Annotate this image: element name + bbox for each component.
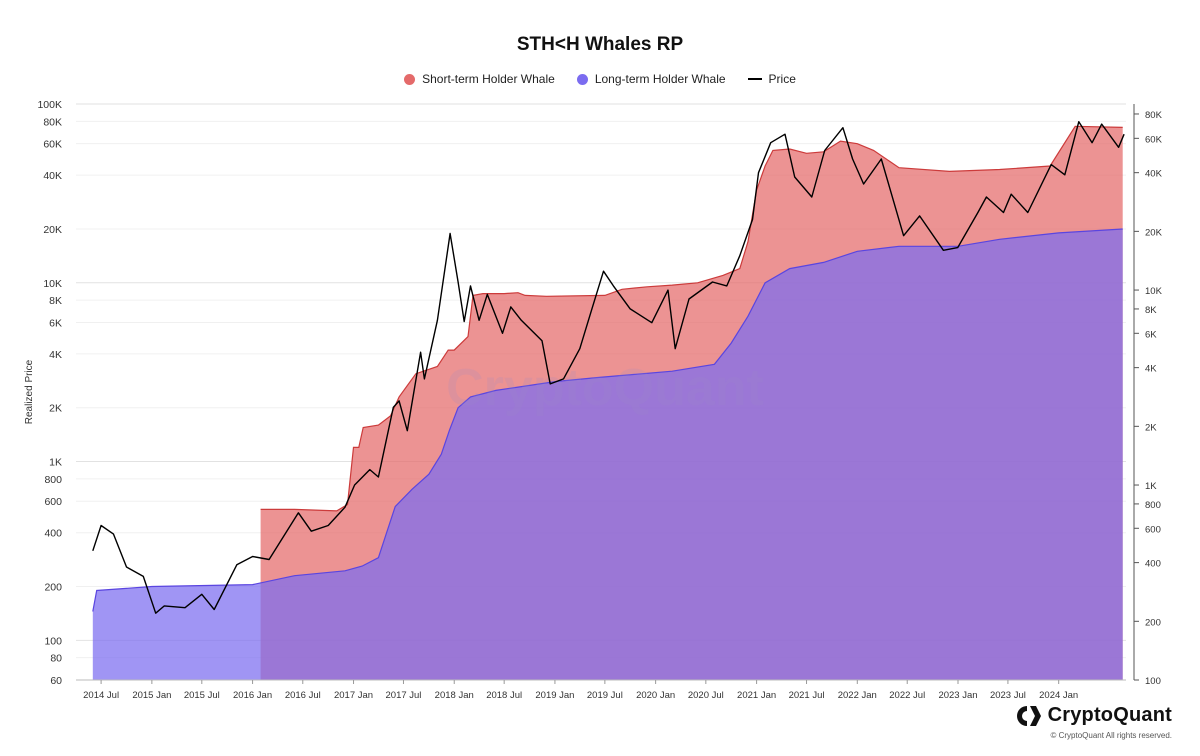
x-tick-label: 2019 Jan bbox=[535, 690, 574, 701]
y-tick-label: 2K bbox=[49, 403, 62, 415]
y-tick-label: 60K bbox=[43, 139, 62, 151]
y-tick-label: 10K bbox=[43, 278, 62, 290]
lth-whale-swatch-icon bbox=[576, 73, 588, 85]
lth-whale-area bbox=[92, 229, 1123, 680]
x-tick-label: 2021 Jan bbox=[737, 690, 776, 701]
y2-tick-label: 6K bbox=[1145, 329, 1157, 340]
price-line-swatch-icon bbox=[747, 78, 762, 80]
x-tick-label: 2015 Jul bbox=[184, 690, 220, 701]
x-tick-label: 2021 Jul bbox=[789, 690, 825, 701]
legend-item-price[interactable]: Price bbox=[747, 72, 796, 86]
y2-tick-label: 80K bbox=[1145, 110, 1163, 121]
y-tick-label: 40K bbox=[43, 170, 62, 182]
x-tick-label: 2024 Jan bbox=[1039, 690, 1078, 701]
x-tick-label: 2023 Jan bbox=[938, 690, 977, 701]
y2-tick-label: 600 bbox=[1145, 524, 1161, 535]
x-tick-label: 2019 Jul bbox=[587, 690, 623, 701]
lth-whale-edge bbox=[92, 228, 1123, 612]
x-tick-label: 2018 Jan bbox=[435, 690, 474, 701]
y-tick-label: 400 bbox=[44, 528, 62, 540]
x-tick-label: 2023 Jul bbox=[990, 690, 1026, 701]
y2-tick-label: 60K bbox=[1145, 134, 1163, 145]
x-tick-label: 2020 Jul bbox=[688, 690, 724, 701]
y2-tick-label: 2K bbox=[1145, 422, 1157, 433]
y2-tick-label: 800 bbox=[1145, 500, 1161, 511]
x-tick-label: 2015 Jan bbox=[132, 690, 171, 701]
y2-tick-label: 1K bbox=[1145, 481, 1157, 492]
y2-tick-label: 20K bbox=[1145, 227, 1163, 238]
legend: Short-term Holder Whale Long-term Holder… bbox=[0, 72, 1200, 86]
sth-whale-edge bbox=[260, 125, 1123, 512]
x-tick-label: 2014 Jul bbox=[83, 690, 119, 701]
y-tick-label: 80 bbox=[50, 653, 62, 665]
x-tick-label: 2016 Jul bbox=[285, 690, 321, 701]
watermark-text: CryptoQuant bbox=[446, 359, 764, 417]
y-tick-label: 8K bbox=[49, 295, 62, 307]
y-tick-label: 60 bbox=[50, 675, 62, 687]
y-axis-label: Realized Price bbox=[24, 359, 35, 424]
y-tick-label: 6K bbox=[49, 317, 62, 329]
x-tick-label: 2017 Jan bbox=[334, 690, 373, 701]
x-tick-label: 2022 Jul bbox=[889, 690, 925, 701]
chart-title: STH<H Whales RP bbox=[516, 34, 684, 55]
x-tick-label: 2018 Jul bbox=[486, 690, 522, 701]
y2-tick-label: 8K bbox=[1145, 305, 1157, 316]
legend-label-sth-whale: Short-term Holder Whale bbox=[422, 72, 555, 86]
brand-logo: CryptoQuant bbox=[1016, 704, 1172, 727]
y-tick-label: 1K bbox=[49, 457, 62, 469]
x-tick-label: 2020 Jan bbox=[636, 690, 675, 701]
sth-whale-swatch-icon bbox=[404, 73, 416, 85]
y2-tick-label: 40K bbox=[1145, 169, 1163, 180]
y2-tick-label: 10K bbox=[1145, 286, 1163, 297]
x-tick-label: 2017 Jul bbox=[386, 690, 422, 701]
legend-label-price: Price bbox=[768, 72, 796, 86]
legend-item-sth-whale[interactable]: Short-term Holder Whale bbox=[404, 72, 555, 86]
x-tick-label: 2022 Jan bbox=[838, 690, 877, 701]
cryptoquant-logo-icon bbox=[1016, 705, 1041, 726]
brand-name: CryptoQuant bbox=[1047, 704, 1172, 726]
y-tick-label: 200 bbox=[44, 582, 62, 594]
y-tick-label: 80K bbox=[43, 116, 62, 128]
x-tick-label: 2016 Jan bbox=[233, 690, 272, 701]
y2-tick-label: 400 bbox=[1145, 559, 1161, 570]
y-tick-label: 800 bbox=[44, 474, 62, 486]
y-tick-label: 100K bbox=[37, 99, 62, 111]
y-tick-label: 4K bbox=[49, 349, 62, 361]
y-tick-label: 600 bbox=[44, 496, 62, 508]
y-tick-label: 20K bbox=[43, 224, 62, 236]
y2-tick-label: 100 bbox=[1145, 676, 1161, 687]
legend-label-lth-whale: Long-term Holder Whale bbox=[594, 72, 726, 86]
y-tick-label: 100 bbox=[44, 635, 62, 647]
y2-tick-label: 4K bbox=[1145, 364, 1157, 375]
y2-tick-label: 200 bbox=[1145, 617, 1161, 628]
price-line bbox=[92, 121, 1125, 614]
copyright-text: © CryptoQuant All rights reserved. bbox=[1050, 731, 1173, 740]
legend-item-lth-whale[interactable]: Long-term Holder Whale bbox=[576, 72, 726, 86]
